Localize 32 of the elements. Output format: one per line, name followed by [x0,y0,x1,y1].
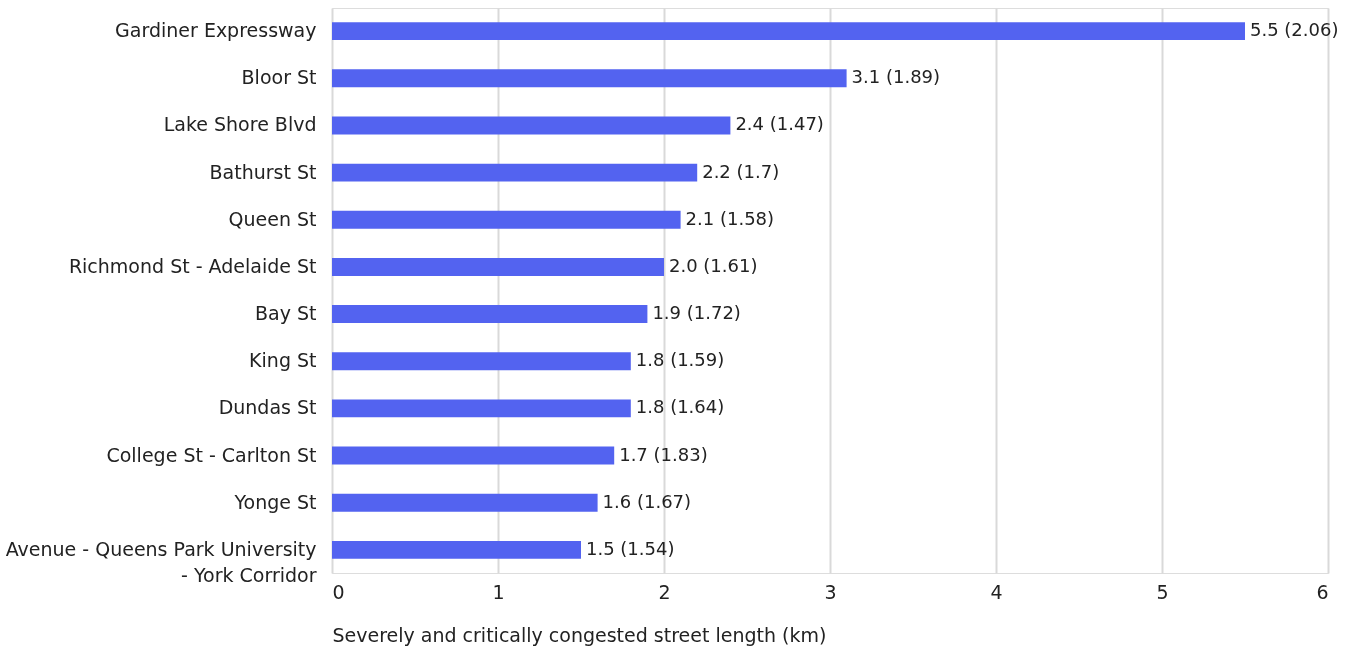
y-tick-label: Bloor St [241,66,317,89]
data-label: 2.1 (1.58) [685,207,775,229]
y-tick-label: King St [249,349,317,372]
y-tick-label: Lake Shore Blvd [163,113,317,136]
x-tick-label: 1 [492,580,505,603]
data-label: 3.1 (1.89) [851,66,941,88]
data-label: 2.4 (1.47) [735,113,824,135]
data-label: 2.0 (1.61) [669,254,758,276]
x-tick-label: 0 [332,580,345,603]
data-label: 1.7 (1.83) [619,443,708,465]
data-label: 2.2 (1.7) [702,160,780,182]
x-tick-label: 4 [990,580,1003,603]
x-tick-label: 5 [1156,580,1169,603]
y-tick-label: Queen St [228,207,317,230]
data-label: 1.5 (1.54) [586,537,675,559]
y-tick-label: Avenue - Queens Park University - York Corridor [5,537,317,586]
y-tick-label: Dundas St [218,396,317,419]
y-tick-label: Bay St [255,302,317,325]
data-label: 1.8 (1.64) [635,396,725,418]
x-tick-label: 6 [1316,580,1329,603]
y-tick-label: Bathurst St [209,160,317,183]
data-label: 5.5 (2.06) [1250,19,1339,41]
x-axis-title: Severely and critically congested street length (km) [332,623,827,646]
y-tick-label: Richmond St - Adelaide St [68,254,317,277]
y-tick-label: College St - Carlton St [106,443,317,466]
x-tick-label: 2 [658,580,671,603]
x-tick-label: 3 [824,580,837,603]
data-label: 1.6 (1.67) [602,490,692,512]
y-tick-label: Gardiner Expressway [115,19,317,42]
data-label: 1.9 (1.72) [652,302,741,324]
data-label: 1.8 (1.59) [635,349,725,371]
y-tick-label: Yonge St [233,490,317,513]
